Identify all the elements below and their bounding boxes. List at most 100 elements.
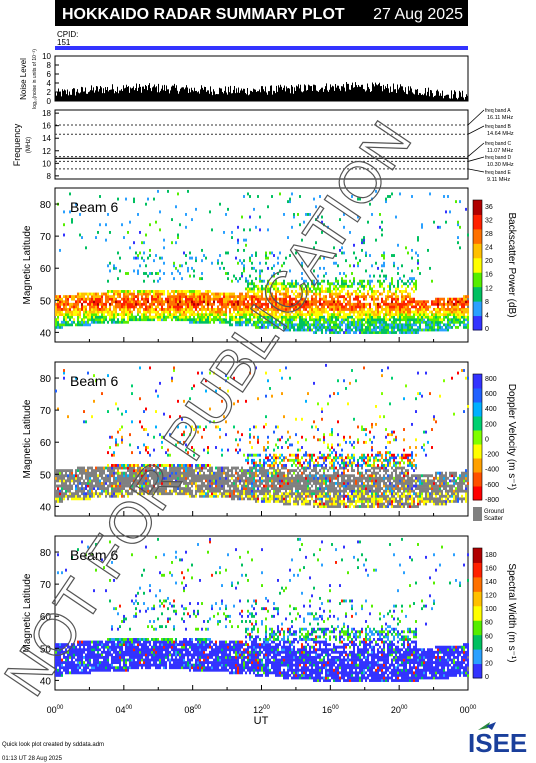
rti-cell xyxy=(241,471,243,475)
rti-cell xyxy=(233,274,235,278)
rti-cell xyxy=(127,464,129,467)
rti-cell xyxy=(167,189,169,193)
rti-cell xyxy=(133,241,135,245)
rti-cell xyxy=(99,297,101,301)
rti-cell xyxy=(375,189,377,193)
rti-cell xyxy=(123,313,125,316)
rti-cell xyxy=(137,481,139,485)
rti-cell xyxy=(271,318,273,322)
rti-cell xyxy=(315,307,317,311)
rti-cell xyxy=(271,302,273,306)
rti-cell xyxy=(73,313,75,316)
rti-cell xyxy=(157,290,159,293)
rti-cell xyxy=(343,279,345,283)
rti-cell xyxy=(77,492,79,496)
rti-cell xyxy=(199,487,201,490)
rti-cell xyxy=(361,241,363,245)
rti-cell xyxy=(211,302,213,306)
rti-cell xyxy=(317,215,319,219)
rti-cell xyxy=(77,318,79,322)
rti-cell xyxy=(195,307,197,311)
rti-cell xyxy=(225,479,227,483)
rti-cell xyxy=(237,225,239,229)
rti-cell xyxy=(281,494,283,498)
rti-cell xyxy=(329,323,331,327)
rti-cell xyxy=(187,266,189,270)
rti-cell xyxy=(207,484,209,488)
rti-cell xyxy=(311,315,313,319)
rti-cell xyxy=(301,238,303,242)
rti-cell xyxy=(139,315,141,319)
rti-cell xyxy=(261,464,263,467)
rti-cell xyxy=(223,489,225,493)
rti-cell xyxy=(355,302,357,306)
rti-cell xyxy=(385,325,387,329)
rti-cell xyxy=(373,313,375,316)
rti-cell xyxy=(259,261,261,265)
rti-cell xyxy=(125,492,127,496)
rti-cell xyxy=(67,307,69,311)
tick-label: 10 xyxy=(42,159,51,168)
rti-cell xyxy=(281,323,283,327)
band-value: 10.30 MHz xyxy=(487,162,514,168)
rti-cell xyxy=(99,300,101,304)
rti-cell xyxy=(57,325,59,329)
rti-cell xyxy=(331,282,333,286)
rti-cell xyxy=(219,297,221,301)
rti-cell xyxy=(113,469,115,473)
rti-cell xyxy=(275,307,277,311)
rti-cell xyxy=(451,300,453,304)
rti-cell xyxy=(153,479,155,483)
rti-cell xyxy=(381,228,383,232)
rti-cell xyxy=(343,295,345,299)
rti-cell xyxy=(69,494,71,498)
rti-cell xyxy=(235,295,237,299)
rti-cell xyxy=(71,315,73,319)
rti-cell xyxy=(119,487,121,490)
rti-cell xyxy=(255,471,257,475)
rti-cell xyxy=(255,297,257,301)
rti-cell xyxy=(459,246,461,250)
rti-cell xyxy=(267,279,269,283)
rti-cell xyxy=(433,313,435,316)
rti-cell xyxy=(409,325,411,329)
rti-cell xyxy=(111,302,113,306)
rti-cell xyxy=(259,228,261,232)
rti-cell xyxy=(197,318,199,322)
rti-cell xyxy=(167,292,169,296)
rti-cell xyxy=(241,479,243,483)
rti-cell xyxy=(355,320,357,324)
rti-cell xyxy=(371,315,373,319)
rti-cell xyxy=(391,310,393,314)
rti-cell xyxy=(343,320,345,324)
rti-cell xyxy=(129,302,131,306)
rti-cell xyxy=(265,415,267,419)
rti-cell xyxy=(101,320,103,324)
rti-cell xyxy=(129,471,131,475)
rti-cell xyxy=(389,323,391,327)
rti-cell xyxy=(79,497,81,501)
rti-cell xyxy=(127,292,129,296)
rti-cell xyxy=(341,284,343,288)
rti-cell xyxy=(283,284,285,288)
rti-cell xyxy=(331,305,333,309)
rti-cell xyxy=(331,318,333,322)
rti-cell xyxy=(299,310,301,314)
rti-cell xyxy=(323,297,325,301)
rti-cell xyxy=(265,499,267,503)
rti-cell xyxy=(169,292,171,296)
rti-cell xyxy=(401,323,403,327)
rti-cell xyxy=(373,274,375,278)
rti-cell xyxy=(209,407,211,411)
rti-cell xyxy=(227,448,229,452)
rti-cell xyxy=(71,218,73,222)
colorbar-swatch xyxy=(473,257,482,273)
rti-cell xyxy=(193,297,195,301)
rti-cell xyxy=(169,302,171,306)
rti-cell xyxy=(75,474,77,478)
rti-cell xyxy=(199,489,201,493)
rti-cell xyxy=(335,328,337,332)
rti-cell xyxy=(411,302,413,306)
rti-cell xyxy=(429,325,431,329)
rti-cell xyxy=(453,323,455,327)
